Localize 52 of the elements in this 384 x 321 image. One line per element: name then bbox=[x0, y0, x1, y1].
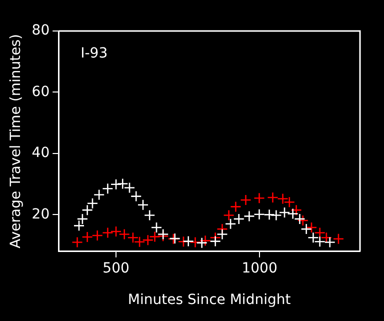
point bbox=[200, 235, 211, 246]
y-tick-label: 20 bbox=[32, 206, 50, 222]
point bbox=[182, 236, 194, 247]
point bbox=[196, 237, 208, 248]
point bbox=[72, 236, 83, 248]
point bbox=[102, 227, 114, 238]
point bbox=[230, 201, 242, 212]
point bbox=[306, 222, 318, 234]
point bbox=[216, 228, 228, 240]
y-axis-title: Average Travel Time (minutes) bbox=[8, 34, 24, 248]
point bbox=[270, 210, 282, 221]
x-axis-title: Minutes Since Midnight bbox=[128, 292, 292, 308]
annotation: I-93 bbox=[80, 46, 108, 62]
point bbox=[82, 204, 93, 216]
point bbox=[264, 209, 275, 220]
point bbox=[110, 178, 122, 190]
point bbox=[110, 226, 122, 238]
point bbox=[224, 218, 236, 230]
point bbox=[244, 210, 255, 222]
point bbox=[267, 192, 278, 204]
point bbox=[190, 236, 201, 248]
point bbox=[300, 223, 312, 235]
point bbox=[118, 228, 130, 240]
point bbox=[332, 233, 344, 244]
point bbox=[92, 230, 104, 242]
point bbox=[130, 190, 142, 202]
y-tick-label: 40 bbox=[32, 145, 50, 162]
x-tick-label: 500 bbox=[102, 260, 130, 276]
point bbox=[93, 189, 105, 200]
point bbox=[137, 199, 149, 211]
point bbox=[76, 213, 88, 225]
point bbox=[142, 234, 154, 246]
point bbox=[297, 214, 309, 226]
point bbox=[86, 198, 98, 209]
point bbox=[290, 204, 302, 216]
point bbox=[102, 182, 114, 194]
x-tick-label: 1000 bbox=[242, 260, 278, 276]
point bbox=[210, 236, 221, 247]
y-tick-label: 60 bbox=[32, 84, 50, 100]
point bbox=[278, 206, 290, 218]
point bbox=[254, 208, 265, 220]
point bbox=[144, 210, 156, 221]
point bbox=[149, 231, 160, 242]
point bbox=[240, 194, 252, 206]
point bbox=[233, 213, 245, 225]
point bbox=[178, 236, 190, 248]
point bbox=[73, 220, 85, 232]
point bbox=[324, 236, 336, 248]
point bbox=[223, 210, 234, 221]
point bbox=[254, 192, 265, 204]
point bbox=[82, 231, 93, 243]
y-tick-label: 80 bbox=[32, 22, 50, 39]
